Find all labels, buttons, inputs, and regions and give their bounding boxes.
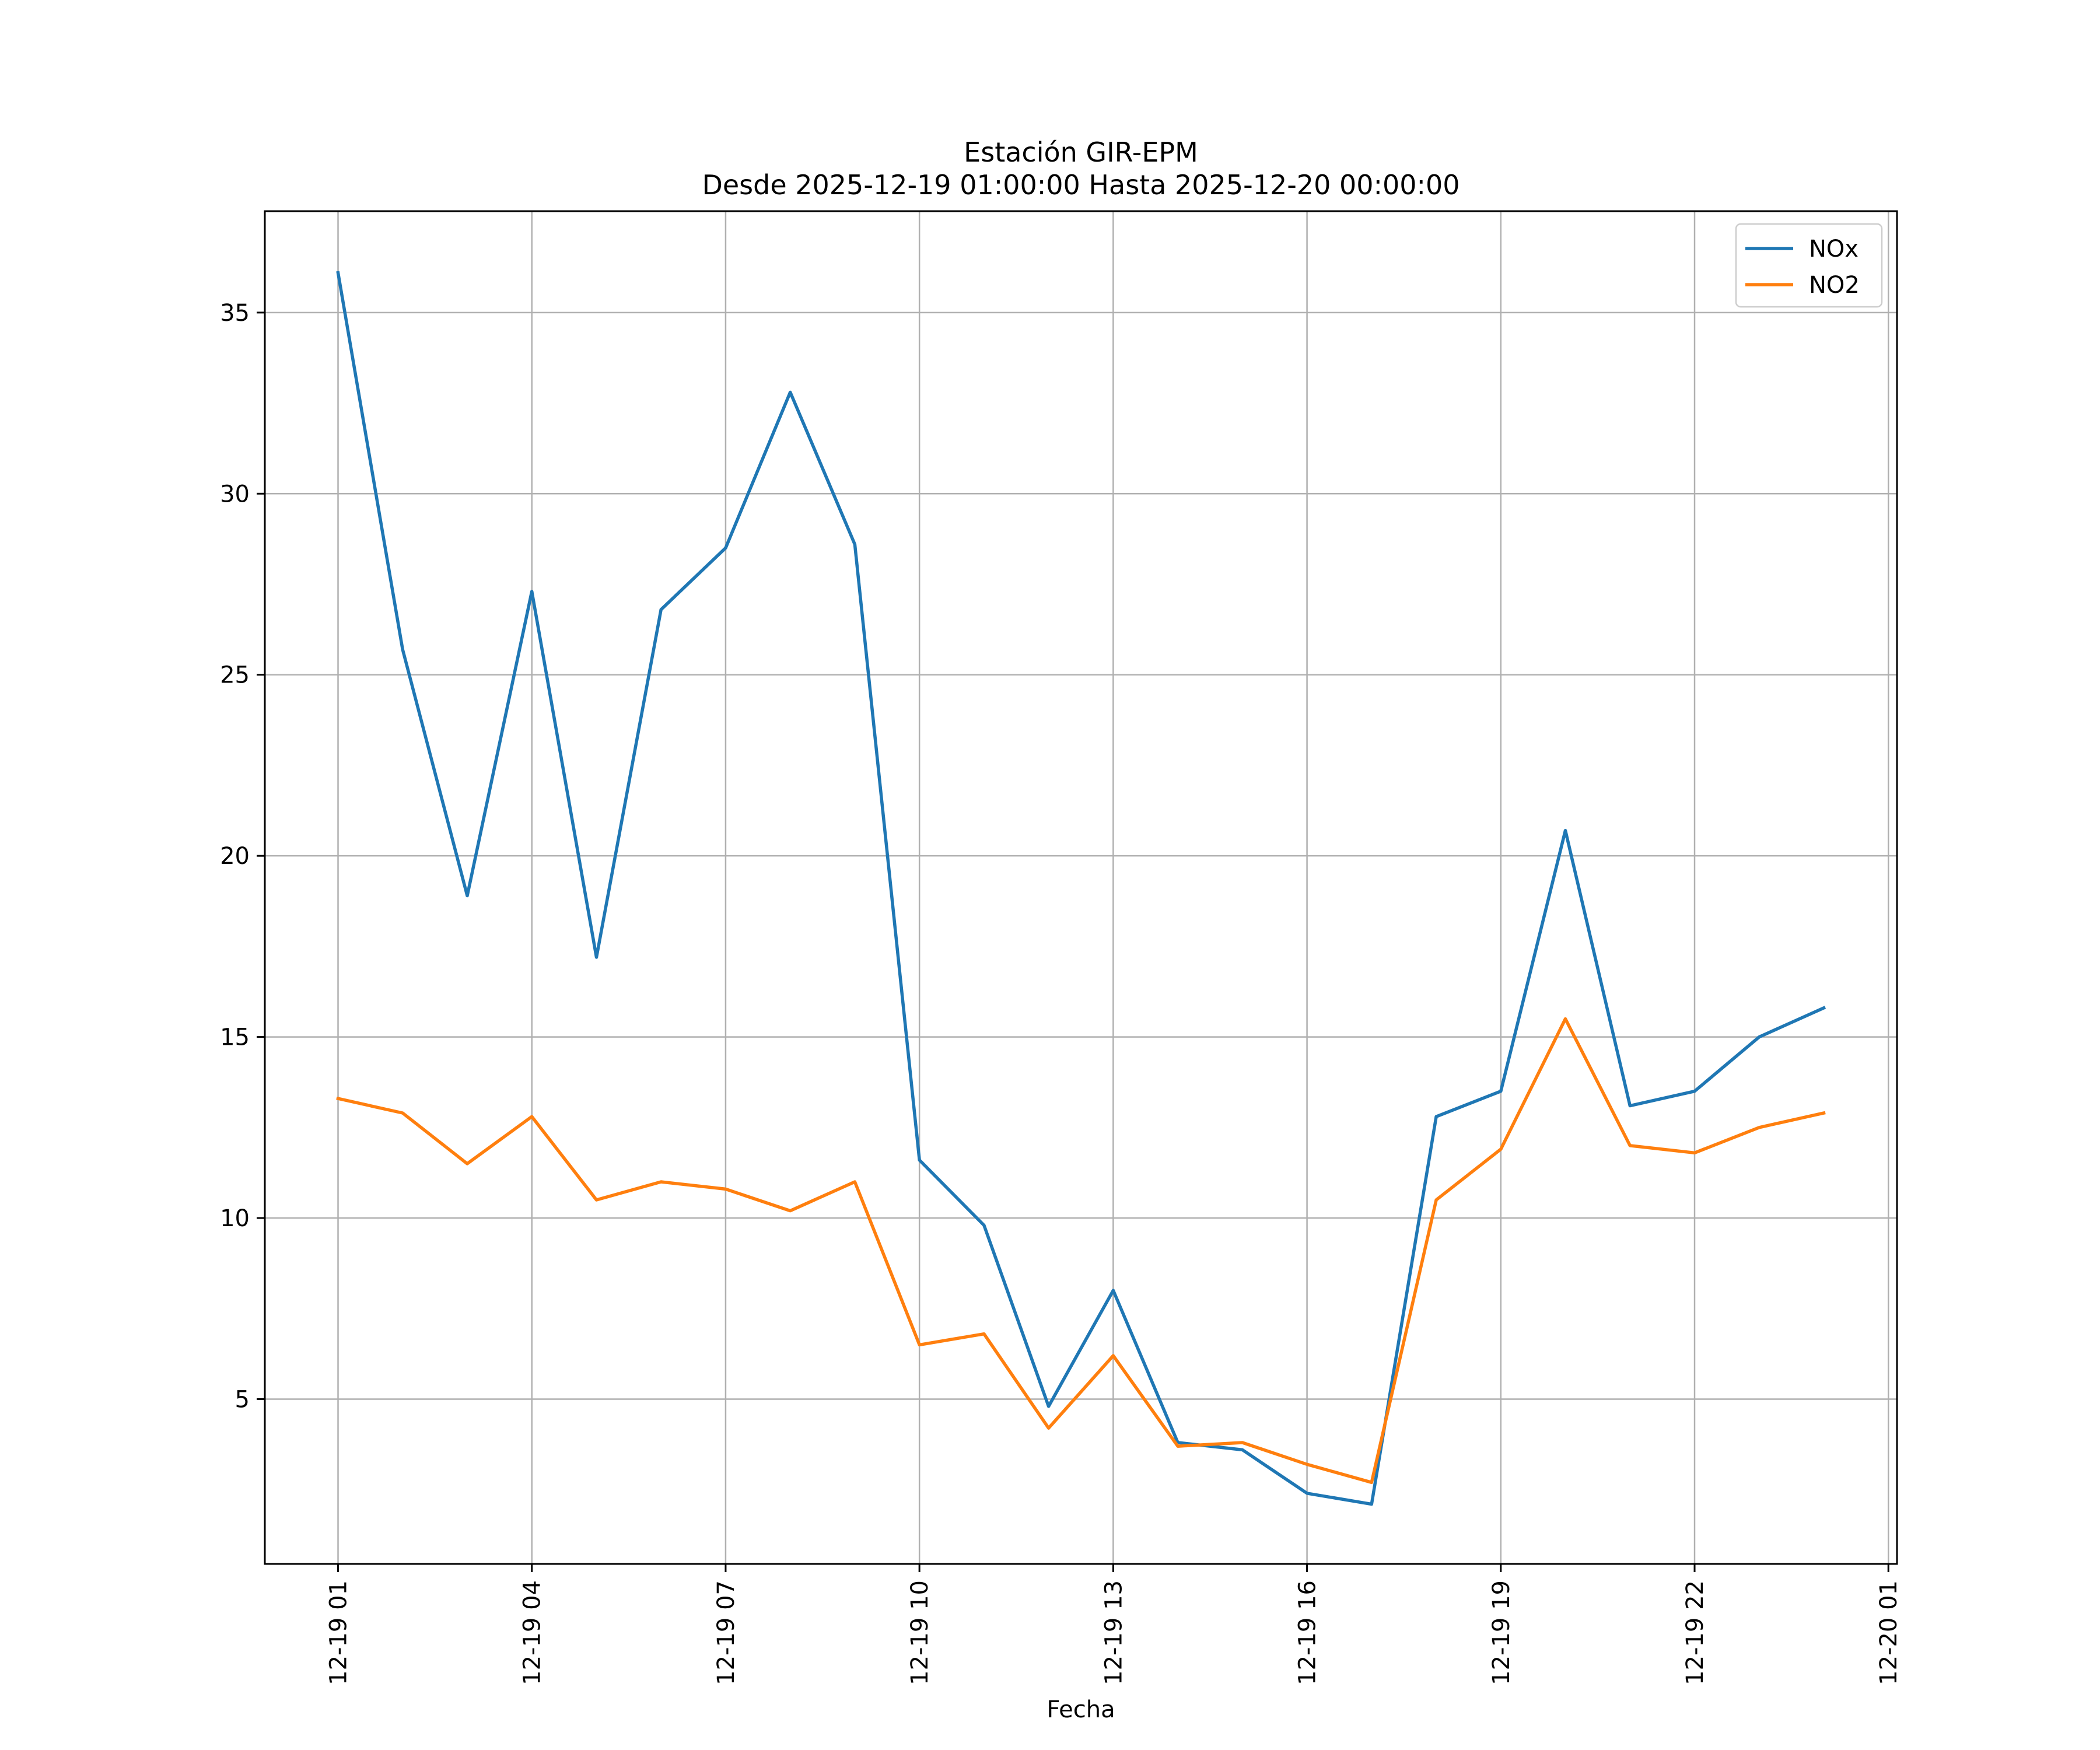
legend-label-no2: NO2 (1809, 272, 1860, 299)
y-tick-label: 20 (220, 843, 250, 870)
legend-label-nox: NOx (1809, 236, 1859, 262)
axes: 12-19 01 12-19 04 12-19 07 12-19 10 12-19 13… (220, 210, 1902, 1685)
x-tick-label: 12-19 19 (1488, 1580, 1515, 1685)
x-tick-label: 12-19 10 (907, 1580, 933, 1685)
y-tick-label: 10 (220, 1205, 250, 1232)
x-tick-label: 12-19 01 (326, 1580, 352, 1685)
x-tick-label: 12-19 07 (713, 1580, 740, 1685)
x-axis-label: Fecha (1046, 1696, 1115, 1723)
plot-frame (264, 210, 1898, 1565)
chart-title: Estación GIR-EPM (964, 136, 1198, 168)
legend: NOx NO2 (1735, 223, 1883, 308)
chart-subtitle: Desde 2025-12-19 01:00:00 Hasta 2025-12-… (702, 169, 1460, 201)
y-tick-label: 35 (220, 300, 250, 327)
grid (265, 211, 1897, 1564)
series-line-nox (336, 271, 1826, 1506)
series-lines (336, 271, 1826, 1506)
y-tick-label: 5 (235, 1386, 250, 1413)
y-tick-label: 15 (220, 1024, 250, 1051)
series-line-no2 (336, 1017, 1826, 1485)
x-tick-label: 12-19 13 (1100, 1580, 1127, 1685)
x-tick-label: 12-19 22 (1682, 1580, 1709, 1685)
y-tick-label: 30 (220, 481, 250, 508)
x-tick-label: 12-20 01 (1875, 1580, 1902, 1685)
y-tick-label: 25 (220, 662, 250, 689)
x-tick-label: 12-19 16 (1294, 1580, 1321, 1685)
x-tick-label: 12-19 04 (519, 1580, 546, 1685)
